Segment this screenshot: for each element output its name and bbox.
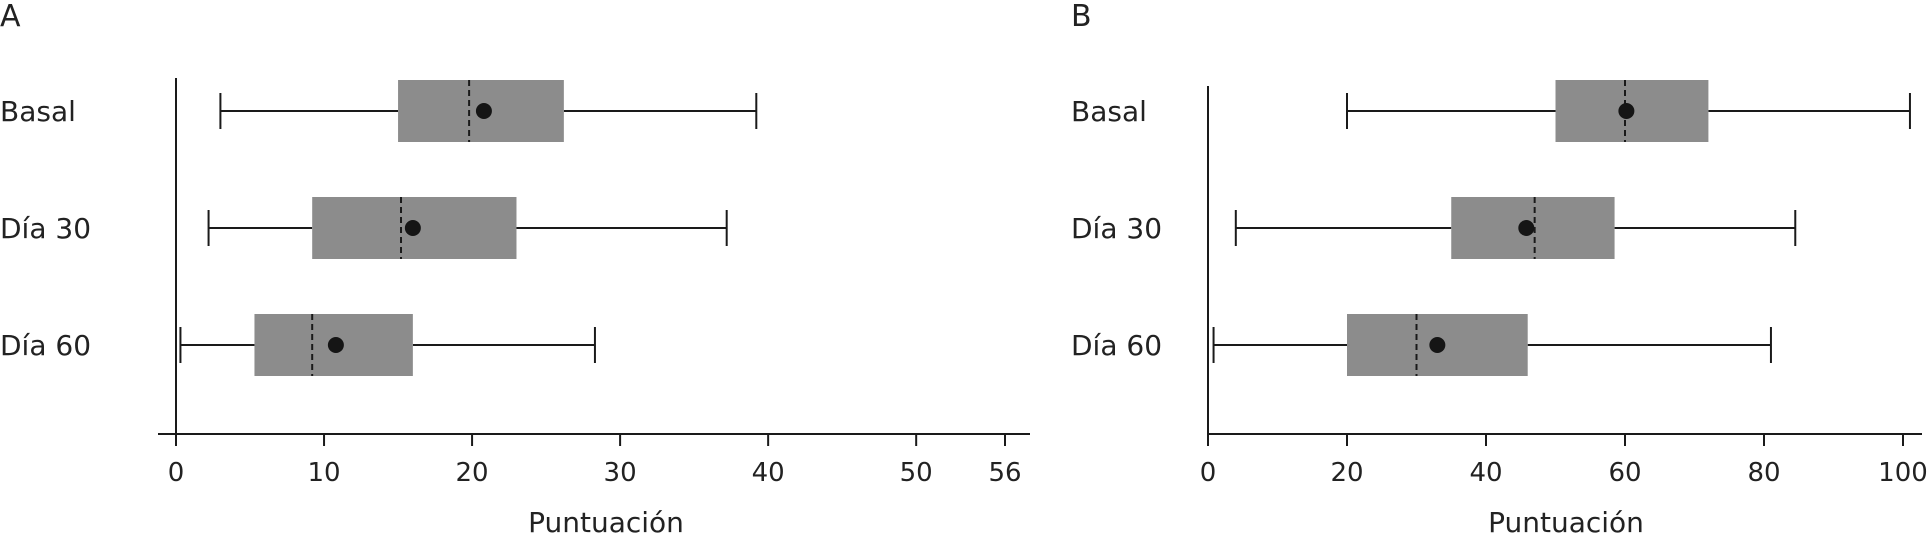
mean-marker-basal <box>1618 103 1635 119</box>
x-tick-label: 20 <box>456 458 489 488</box>
panel-a: A Basal Día 30 Día 60 0 10 20 30 40 50 56 Punt… <box>0 0 1030 535</box>
mean-marker-d-a-30 <box>404 220 421 236</box>
x-tick-label: 10 <box>307 458 340 488</box>
x-tick-label: 40 <box>752 458 785 488</box>
x-tick-label: 0 <box>168 458 185 488</box>
x-tick-label: 20 <box>1330 458 1363 488</box>
category-label-basal: Basal <box>0 95 76 128</box>
category-label-dia-30: Día 30 <box>0 212 91 245</box>
category-label-dia-60: Día 60 <box>0 329 91 362</box>
x-ticks-b: 0 20 40 60 80 100 <box>1200 434 1928 488</box>
boxes-b <box>1212 80 1911 376</box>
category-label-dia-30: Día 30 <box>1071 212 1162 245</box>
panel-label-a: A <box>0 0 21 34</box>
x-ticks-a: 0 10 20 30 40 50 56 <box>168 434 1022 488</box>
x-tick-label: 100 <box>1878 458 1928 488</box>
panel-label-b: B <box>1071 0 1092 34</box>
mean-marker-d-a-30 <box>1518 220 1535 236</box>
category-label-basal: Basal <box>1071 95 1147 128</box>
x-tick-label: 40 <box>1469 458 1502 488</box>
x-tick-label: 50 <box>900 458 933 488</box>
mean-marker-d-a-60 <box>327 337 344 353</box>
panel-b: B Basal Día 30 Día 60 0 20 40 60 80 100 Puntu… <box>1071 0 1928 535</box>
x-axis-title-b: Puntuación <box>1488 506 1644 535</box>
x-tick-label: 80 <box>1747 458 1780 488</box>
x-tick-label: 56 <box>988 458 1021 488</box>
x-tick-label: 60 <box>1608 458 1641 488</box>
mean-marker-d-a-60 <box>1429 337 1446 353</box>
x-tick-label: 30 <box>604 458 637 488</box>
category-label-dia-60: Día 60 <box>1071 329 1162 362</box>
boxes-a <box>179 80 758 376</box>
mean-marker-basal <box>475 103 492 119</box>
x-tick-label: 0 <box>1200 458 1217 488</box>
x-axis-title-a: Puntuación <box>528 506 684 535</box>
